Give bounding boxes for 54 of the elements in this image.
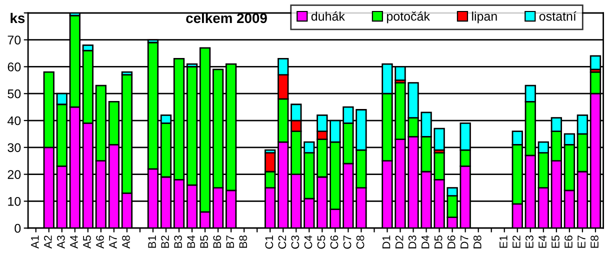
y-tick-label: 0 xyxy=(14,224,21,233)
y-tick-label: 60 xyxy=(8,62,21,72)
legend-label: ostatní xyxy=(539,11,576,21)
x-tick-label: C5 xyxy=(317,236,326,249)
x-tick-label: C6 xyxy=(330,236,338,249)
x-tick-label: B2 xyxy=(161,236,169,248)
x-tick-label: A4 xyxy=(70,235,78,249)
x-tick-label: B6 xyxy=(213,236,222,248)
x-tick-label: A5 xyxy=(83,236,91,249)
x-tick-label: C7 xyxy=(343,236,352,249)
x-tick-label: A8 xyxy=(122,236,130,249)
x-tick-label: A6 xyxy=(96,236,104,249)
x-tick-label: C3 xyxy=(291,236,300,249)
x-tick-label: B1 xyxy=(148,236,156,248)
x-tick-label: E1 xyxy=(500,236,508,248)
x-tick-label: E2 xyxy=(512,236,520,248)
chart-title: celkem 2009 xyxy=(186,12,267,24)
legend-label: duhák xyxy=(311,11,345,21)
y-tick-label: 70 xyxy=(8,36,21,44)
x-tick-label: A3 xyxy=(57,236,65,249)
y-tick-label: 10 xyxy=(8,197,21,206)
x-tick-label: D1 xyxy=(382,236,390,248)
x-tick-label: E7 xyxy=(578,236,586,248)
x-tick-label: B7 xyxy=(226,236,234,248)
x-tick-label: D7 xyxy=(460,236,468,248)
x-tick-label: D8 xyxy=(473,236,482,248)
x-tick-label: D6 xyxy=(447,236,456,248)
y-axis-title: ks xyxy=(10,12,25,24)
legend-label: potočák xyxy=(387,11,430,24)
x-tick-label: B3 xyxy=(174,236,182,248)
x-tick-label: B8 xyxy=(239,236,248,248)
y-tick-label: 50 xyxy=(8,89,21,98)
x-tick-label: A2 xyxy=(44,236,52,249)
x-tick-label: C8 xyxy=(356,236,364,249)
x-tick-label: E5 xyxy=(552,236,560,248)
x-tick-label: D5 xyxy=(434,236,442,248)
x-tick-label: E8 xyxy=(590,236,598,248)
x-tick-label: B4 xyxy=(187,235,195,248)
x-tick-label: D4 xyxy=(422,235,430,248)
legend-label: lipan xyxy=(472,12,497,24)
x-tick-label: B5 xyxy=(200,236,208,248)
y-tick-label: 40 xyxy=(8,116,21,126)
x-tick-label: A7 xyxy=(109,236,117,249)
x-tick-label: D3 xyxy=(408,236,416,248)
y-tick-label: 30 xyxy=(8,143,21,152)
x-tick-label: A1 xyxy=(31,236,39,249)
x-tick-label: E6 xyxy=(564,236,572,248)
x-tick-label: C1 xyxy=(265,236,274,249)
x-tick-label: C4 xyxy=(304,235,312,249)
x-tick-label: E3 xyxy=(526,236,534,248)
x-tick-label: C2 xyxy=(278,236,286,249)
x-tick-label: E4 xyxy=(538,235,546,248)
y-tick-label: 20 xyxy=(8,170,21,179)
x-tick-label: D2 xyxy=(395,236,404,248)
